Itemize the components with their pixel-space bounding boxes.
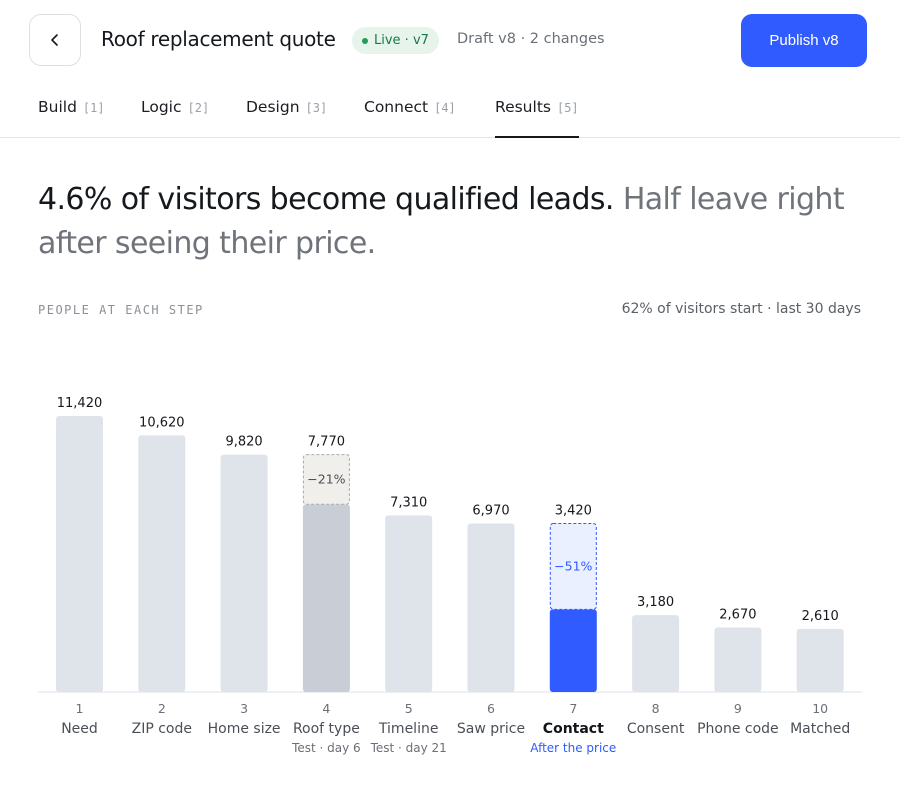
bar-step-3 (220, 454, 268, 692)
value-label-step-2: 10,620 (139, 415, 185, 430)
step-index-8: 8 (652, 701, 660, 716)
bar-step-6 (467, 523, 515, 692)
value-label-step-7: 3,420 (555, 504, 592, 519)
tab-shortcut: [1] (82, 101, 105, 115)
value-label-step-4: 7,770 (308, 435, 345, 450)
step-index-2: 2 (158, 701, 166, 716)
value-label-step-5: 7,310 (390, 495, 427, 510)
value-label-step-6: 6,970 (472, 504, 509, 519)
tab-bar: Build [1] Logic [2] Design [3] Connect [4] R… (0, 80, 900, 138)
tab-label: Logic (141, 98, 182, 116)
dropoff-box-step-4 (302, 454, 350, 505)
tab-label: Results (495, 98, 551, 116)
step-index-3: 3 (240, 701, 248, 716)
step-name-2: ZIP code (132, 721, 192, 737)
tab-label: Design (246, 98, 300, 116)
live-dot-icon (362, 37, 368, 44)
tab-shortcut: [2] (187, 101, 210, 115)
tab-shortcut: [4] (434, 101, 456, 115)
tab-results[interactable]: Results [5] (495, 98, 579, 138)
step-name-7: Contact (543, 721, 604, 737)
publish-button[interactable]: Publish v8 (741, 14, 867, 67)
step-index-1: 1 (76, 701, 84, 716)
step-name-8: Consent (627, 721, 685, 737)
step-note-7: After the price (530, 741, 616, 755)
tab-logic[interactable]: Logic [2] (141, 98, 209, 138)
results-headline: 4.6% of visitors become qualified leads.… (38, 178, 858, 266)
value-label-step-10: 2,610 (802, 609, 839, 624)
step-name-3: Home size (208, 721, 281, 737)
step-name-9: Phone code (697, 721, 779, 737)
step-name-1: Need (61, 721, 98, 737)
step-index-6: 6 (487, 701, 495, 716)
step-name-5: Timeline (378, 721, 439, 737)
page-title: Roof replacement quote (101, 27, 336, 51)
bar-step-9 (714, 627, 762, 692)
value-label-step-1: 11,420 (57, 396, 103, 411)
bar-step-10 (796, 628, 844, 692)
tab-connect[interactable]: Connect [4] (364, 98, 456, 138)
step-index-5: 5 (405, 701, 413, 716)
tab-design[interactable]: Design [3] (246, 98, 327, 138)
dropoff-label-step-4: −21% (307, 471, 345, 486)
tab-label: Connect (364, 98, 429, 116)
step-note-5: Test · day 21 (370, 741, 447, 755)
bar-step-2 (138, 435, 186, 692)
dropoff-box-step-7 (549, 523, 597, 610)
live-status-badge: Live · v7 (352, 27, 439, 54)
bar-step-7 (549, 609, 597, 692)
headline-strong: 4.6% of visitors become qualified leads. (38, 182, 614, 217)
step-index-10: 10 (812, 701, 828, 716)
value-label-step-8: 3,180 (637, 595, 674, 610)
dropoff-label-step-7: −51% (554, 558, 592, 573)
step-name-10: Matched (790, 721, 850, 737)
step-index-4: 4 (322, 701, 330, 716)
chart-section-meta: 62% of visitors start · last 30 days (621, 301, 861, 317)
step-name-4: Roof type (293, 721, 360, 737)
chevron-left-icon (51, 34, 58, 46)
bar-step-5 (385, 515, 433, 692)
step-name-6: Saw price (457, 721, 525, 737)
bar-step-1 (56, 416, 103, 692)
tab-build[interactable]: Build [1] (38, 98, 105, 138)
draft-status: Draft v8 · 2 changes (457, 31, 605, 47)
bar-step-4 (302, 504, 350, 692)
back-button[interactable] (29, 14, 81, 66)
funnel-bar-chart: 11,420 1 Need 10,620 2 ZIP code 9,820 3 Home siz… (38, 396, 862, 755)
step-index-9: 9 (734, 701, 742, 716)
tab-shortcut: [5] (556, 101, 579, 115)
live-badge-label: Live · v7 (374, 33, 429, 48)
tab-shortcut: [3] (305, 101, 328, 115)
headline-muted: Half leave right after seeing their pric… (38, 182, 845, 261)
value-label-step-3: 9,820 (225, 435, 262, 450)
top-bar: Roof replacement quote Live · v7 Draft v… (0, 0, 900, 80)
bar-step-8 (632, 615, 680, 692)
step-note-4: Test · day 6 (291, 741, 361, 755)
chart-section-label: PEOPLE AT EACH STEP (38, 303, 204, 317)
tab-label: Build (38, 98, 77, 116)
step-index-7: 7 (569, 701, 577, 716)
value-label-step-9: 2,670 (719, 607, 756, 622)
